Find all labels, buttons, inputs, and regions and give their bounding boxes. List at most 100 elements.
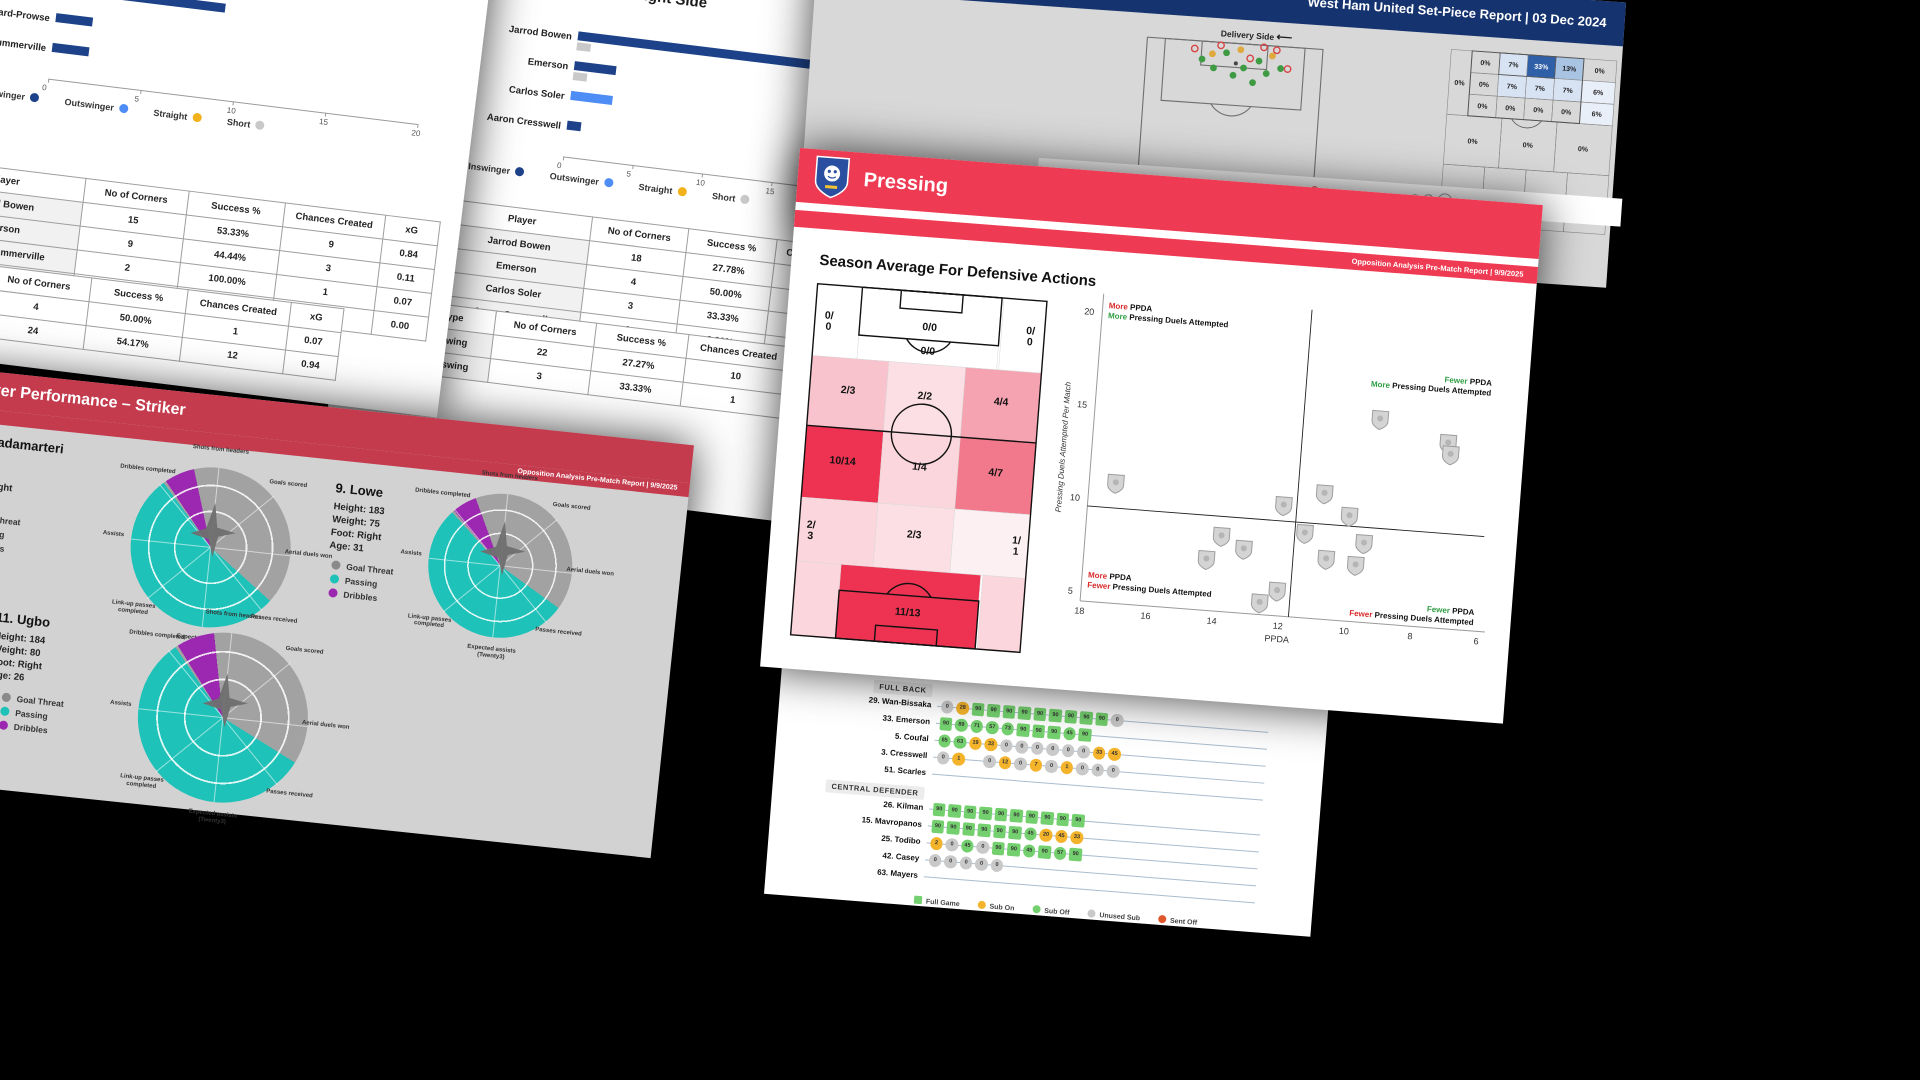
appearance-marker: 0 — [1075, 761, 1090, 776]
bar — [572, 72, 588, 82]
appearance-marker: 0 — [1044, 759, 1059, 773]
svg-text:0%: 0% — [1505, 105, 1516, 113]
page-pressing-report[interactable]: Pressing Opposition Analysis Pre-Match R… — [760, 148, 1543, 724]
appearance-marker: 90 — [1008, 825, 1022, 840]
appearance-marker: 90 — [1064, 709, 1078, 724]
svg-text:6%: 6% — [1593, 89, 1604, 97]
appearance-marker: 57 — [1053, 846, 1067, 860]
svg-text:2/3: 2/3 — [805, 519, 816, 543]
svg-text:0%: 0% — [1480, 60, 1491, 68]
svg-text:More Pressing Duels Attempted: More Pressing Duels Attempted — [1108, 311, 1229, 329]
appearance-marker: 85 — [937, 734, 952, 748]
appearance-marker: 73 — [1000, 721, 1015, 736]
player-info-line: Height: — [0, 451, 16, 469]
appearance-marker: 90 — [1095, 712, 1109, 726]
bar-category-label: Asencio Summerville — [0, 31, 47, 55]
selection-player-name: 25. Todibo — [880, 833, 921, 846]
bar — [55, 13, 94, 27]
bar — [566, 120, 582, 132]
appearance-marker: 90 — [1009, 808, 1024, 823]
selection-legend-item: Unused Sub — [1087, 909, 1140, 922]
appearance-marker: 90 — [1079, 711, 1094, 725]
appearance-marker: 90 — [991, 841, 1006, 855]
appearance-marker: 19 — [968, 736, 983, 750]
svg-text:5: 5 — [1067, 586, 1073, 596]
radar-axis-label: Expected assists (Twenty3) — [466, 643, 517, 661]
appearance-marker: 0 — [990, 858, 1004, 872]
club-badge-icon — [1346, 555, 1365, 576]
radar-chart — [129, 624, 317, 812]
axis-tick-label: 15 — [764, 186, 775, 197]
page-corner-report-left[interactable]: Jarrod BowenEmersonJames Ward-ProwseAsen… — [0, 0, 501, 418]
axis-tick — [771, 181, 773, 187]
axis-tick — [701, 173, 704, 178]
appearance-marker: 2 — [929, 836, 944, 851]
appearance-marker: 0 — [976, 840, 990, 854]
appearance-marker: 90 — [1007, 842, 1021, 857]
appearance-marker: 28 — [955, 701, 970, 715]
axis-tick — [417, 123, 419, 129]
axis-tick-label: 5 — [626, 169, 632, 179]
selection-player-name: 51. Scarles — [883, 764, 927, 778]
player-info: Height: 184 Weight: 80 Foot: Right Age: 26 — [0, 629, 46, 686]
svg-text:18: 18 — [1074, 605, 1085, 616]
appearance-marker: 90 — [977, 823, 991, 837]
page-set-piece-report[interactable]: West Ham United Set-Piece Report | 03 De… — [798, 0, 1627, 288]
player-info: Height: 183 Weight: 75 Foot: Right Age: 31 — [329, 500, 385, 557]
appearance-marker: 45 — [1062, 726, 1077, 741]
svg-text:7%: 7% — [1534, 85, 1545, 93]
svg-text:4/7: 4/7 — [988, 466, 1004, 479]
svg-text:0%: 0% — [1561, 109, 1572, 117]
page-player-performance[interactable]: Player Performance – Striker Opposition … — [0, 368, 694, 859]
axis-tick — [232, 101, 234, 106]
appearance-marker: 90 — [1040, 811, 1055, 825]
legend-dot-icon — [329, 574, 340, 584]
legend-item: Short — [711, 191, 750, 205]
svg-text:0%: 0% — [1454, 80, 1465, 88]
bar — [570, 90, 613, 105]
legend-dot-icon — [0, 706, 10, 717]
appearance-marker: 0 — [1091, 763, 1105, 777]
appearance-marker: 90 — [1037, 845, 1052, 859]
appearance-marker: 90 — [931, 819, 945, 834]
svg-text:2/3: 2/3 — [840, 384, 856, 397]
appearance-marker: 90 — [1031, 724, 1046, 738]
bar — [577, 31, 815, 70]
svg-text:8: 8 — [1407, 631, 1413, 641]
radar-chart — [122, 459, 299, 636]
svg-text:1/1: 1/1 — [1011, 534, 1022, 558]
legend-dot-icon — [328, 587, 338, 598]
selection-legend-marker-icon — [1087, 909, 1096, 918]
svg-text:More PPDA: More PPDA — [1108, 301, 1152, 313]
legend-dot-icon — [739, 194, 750, 205]
selection-legend-marker-icon — [1157, 914, 1167, 924]
club-badge-icon — [1268, 581, 1287, 602]
club-badge-icon — [1315, 484, 1334, 505]
bar-category-label: James Ward-Prowse — [0, 2, 51, 25]
legend-dot-icon — [603, 177, 614, 188]
appearance-marker: 89 — [954, 718, 969, 732]
appearance-marker: 0 — [936, 750, 950, 765]
selection-legend-item: Sent Off — [1157, 914, 1198, 927]
svg-text:Fewer PPDA: Fewer PPDA — [1444, 375, 1492, 388]
svg-text:Fewer Pressing Duels Attempted: Fewer Pressing Duels Attempted — [1087, 580, 1212, 599]
appearance-marker: 90 — [1048, 708, 1063, 723]
svg-text:20: 20 — [1084, 306, 1095, 317]
radar-axis-label: Expected assists (Twenty3) — [188, 808, 238, 826]
club-badge-icon — [1296, 523, 1314, 544]
selection-legend-marker-icon — [913, 895, 923, 905]
appearance-marker: 0 — [999, 738, 1014, 753]
radar-axis-label: Shots from headers — [481, 470, 539, 483]
selection-row-line — [931, 773, 1263, 801]
appearance-marker: 33 — [1070, 830, 1084, 845]
appearance-marker: 57 — [985, 720, 999, 735]
appearance-marker: 20 — [1039, 828, 1053, 842]
svg-text:0/0: 0/0 — [1025, 325, 1036, 349]
club-badge-icon — [1317, 549, 1336, 570]
radar-axis-label: Shots from headers — [192, 443, 250, 456]
axis-tick-label: 0 — [41, 82, 48, 93]
club-badge-icon — [1441, 445, 1460, 466]
svg-text:0/0: 0/0 — [922, 321, 938, 334]
